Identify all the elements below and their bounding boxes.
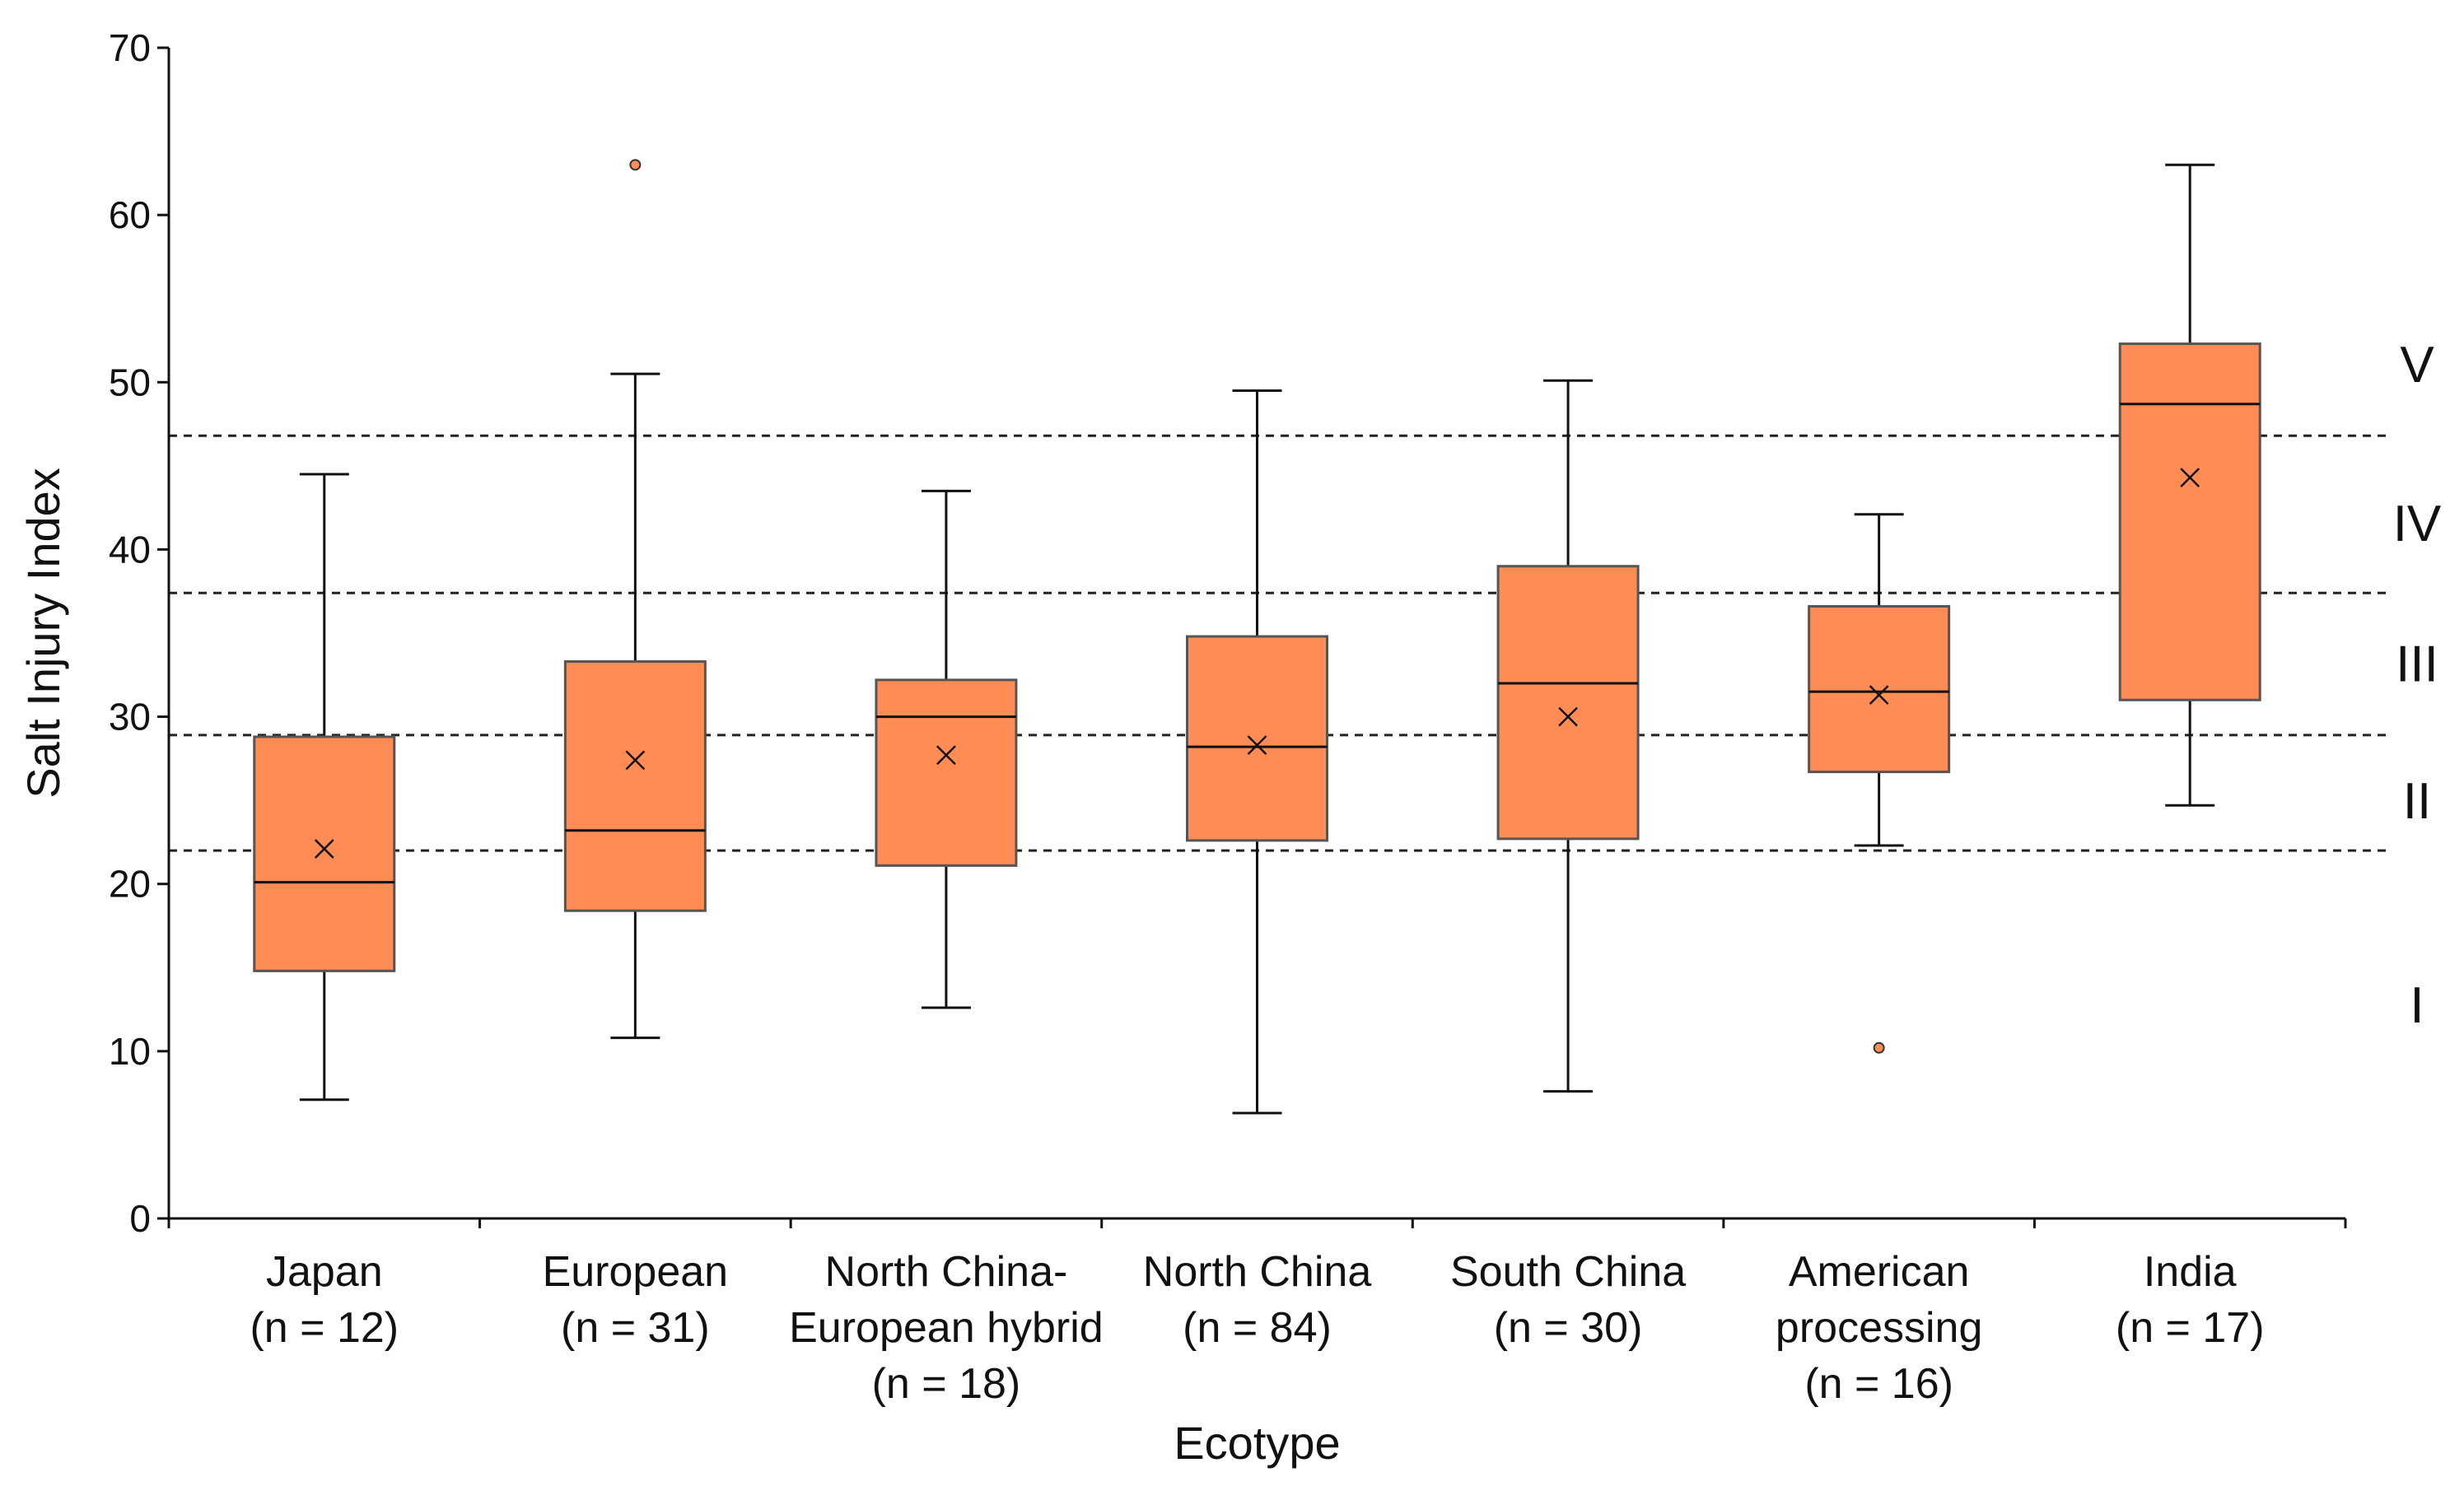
y-tick-label: 70 xyxy=(109,26,151,69)
zone-label-I: I xyxy=(2410,977,2424,1034)
iqr-box xyxy=(1496,565,1640,841)
y-tick-label: 50 xyxy=(109,361,151,403)
box-group-2 xyxy=(563,159,707,1040)
box-group-1 xyxy=(253,473,396,1102)
x-category-label: South China (n = 30) xyxy=(1450,1248,1686,1352)
x-category-label: European (n = 31) xyxy=(543,1248,729,1352)
y-tick-label: 20 xyxy=(109,863,151,906)
x-axis-title: Ecotype xyxy=(1174,1417,1340,1469)
mean-marker-b xyxy=(2180,468,2200,487)
zone-label-V: V xyxy=(2400,337,2434,394)
iqr-box xyxy=(875,678,1018,867)
iqr-box xyxy=(2118,342,2261,701)
y-axis-title: Salt Injury Index xyxy=(17,468,69,799)
threshold-lines xyxy=(169,434,2392,852)
x-category-label: North China-European hybrid (n = 18) xyxy=(789,1248,1104,1408)
mean-marker-b xyxy=(1247,735,1267,755)
y-tick-label: 60 xyxy=(109,193,151,236)
box-group-6 xyxy=(1808,513,1951,1054)
x-category-label: American processing (n = 16) xyxy=(1776,1248,1982,1408)
x-category-label: India (n = 17) xyxy=(2116,1248,2265,1352)
iqr-box xyxy=(253,735,396,972)
mean-marker-b xyxy=(1869,685,1889,706)
y-tick-label: 0 xyxy=(129,1197,151,1240)
x-category-label: Japan (n = 12) xyxy=(250,1248,399,1352)
box-group-4 xyxy=(1186,389,1328,1115)
x-category-label: North China (n = 84) xyxy=(1143,1248,1372,1352)
y-tick-label: 30 xyxy=(109,696,151,738)
outlier-point xyxy=(1873,1041,1885,1054)
box-plots xyxy=(253,159,2261,1115)
zone-label-II: II xyxy=(2403,773,2431,830)
mean-marker-b xyxy=(314,839,334,859)
zone-label-III: III xyxy=(2396,636,2438,693)
box-group-5 xyxy=(1496,379,1640,1093)
axes: 0 10 20 30 40 50 60 70 Japan (n = 12) European (n =… xyxy=(109,26,2347,1408)
y-tick-label: 40 xyxy=(109,528,151,571)
outlier-point xyxy=(629,159,642,171)
y-tick-label: 10 xyxy=(109,1030,151,1073)
iqr-box xyxy=(1808,604,1951,774)
box-group-7 xyxy=(2118,163,2261,807)
zone-label-IV: IV xyxy=(2393,496,2442,552)
iqr-box xyxy=(1186,635,1328,842)
mean-marker-b xyxy=(625,750,646,771)
mean-marker-b xyxy=(936,745,956,766)
iqr-box xyxy=(563,660,707,912)
mean-marker-b xyxy=(1558,706,1578,727)
box-group-3 xyxy=(875,489,1018,1009)
